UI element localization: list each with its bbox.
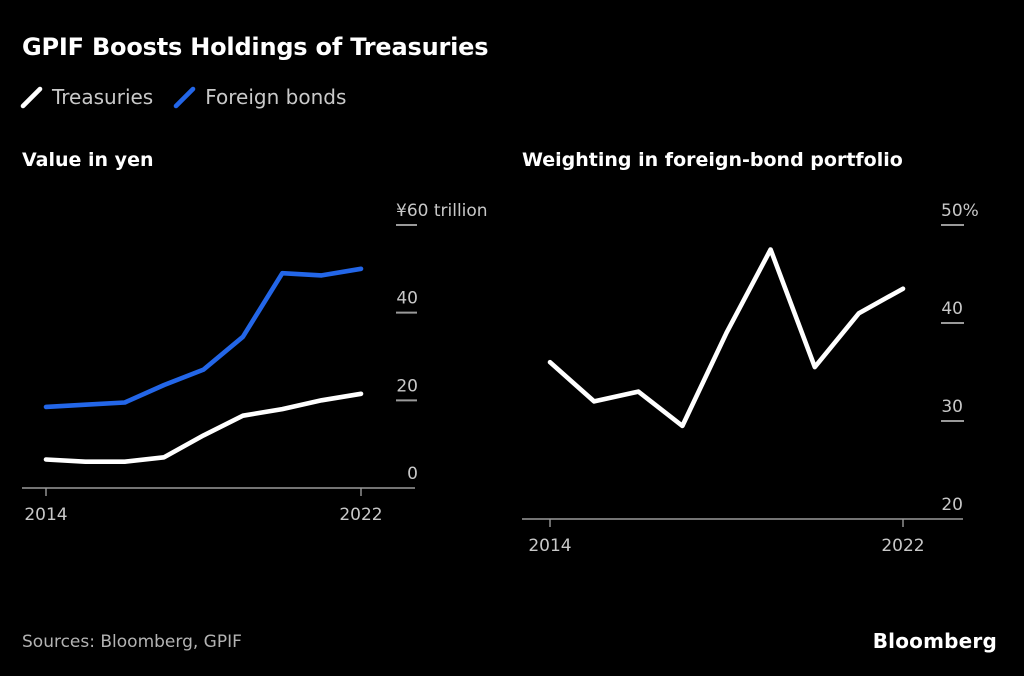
legend: Treasuries Foreign bonds — [20, 85, 346, 109]
y-tick-label: 40 — [396, 289, 418, 309]
foreign-bonds-line — [43, 266, 364, 410]
legend-item-foreign-bonds: Foreign bonds — [173, 85, 346, 109]
sources-note: Sources: Bloomberg, GPIF — [22, 632, 242, 652]
y-tick-label: 30 — [941, 397, 963, 417]
right-chart-title: Weighting in foreign-bond portfolio — [522, 149, 903, 171]
y-tick-label: 50% — [941, 201, 979, 221]
treasuries-weighting-line — [547, 247, 906, 429]
left-chart-title: Value in yen — [22, 149, 154, 171]
x-tick-label: 2022 — [339, 505, 382, 525]
legend-label-foreign-bonds: Foreign bonds — [205, 85, 347, 109]
y-tick-label: 20 — [396, 376, 418, 396]
legend-item-treasuries: Treasuries — [20, 85, 153, 109]
y-tick-label: 40 — [941, 299, 963, 319]
treasuries-line — [43, 391, 364, 465]
x-tick-label: 2014 — [528, 536, 571, 556]
y-tick-label: 20 — [941, 495, 963, 515]
foreign-bonds-line-icon — [173, 86, 196, 108]
legend-label-treasuries: Treasuries — [52, 85, 154, 109]
x-tick-label: 2014 — [24, 505, 67, 525]
y-tick-label: 0 — [407, 464, 418, 484]
bloomberg-logo: Bloomberg — [872, 629, 997, 653]
x-tick-label: 2022 — [881, 536, 924, 556]
y-tick-label: ¥60 trillion — [396, 201, 488, 221]
page-title: GPIF Boosts Holdings of Treasuries — [22, 33, 489, 61]
treasuries-line-icon — [20, 86, 43, 108]
